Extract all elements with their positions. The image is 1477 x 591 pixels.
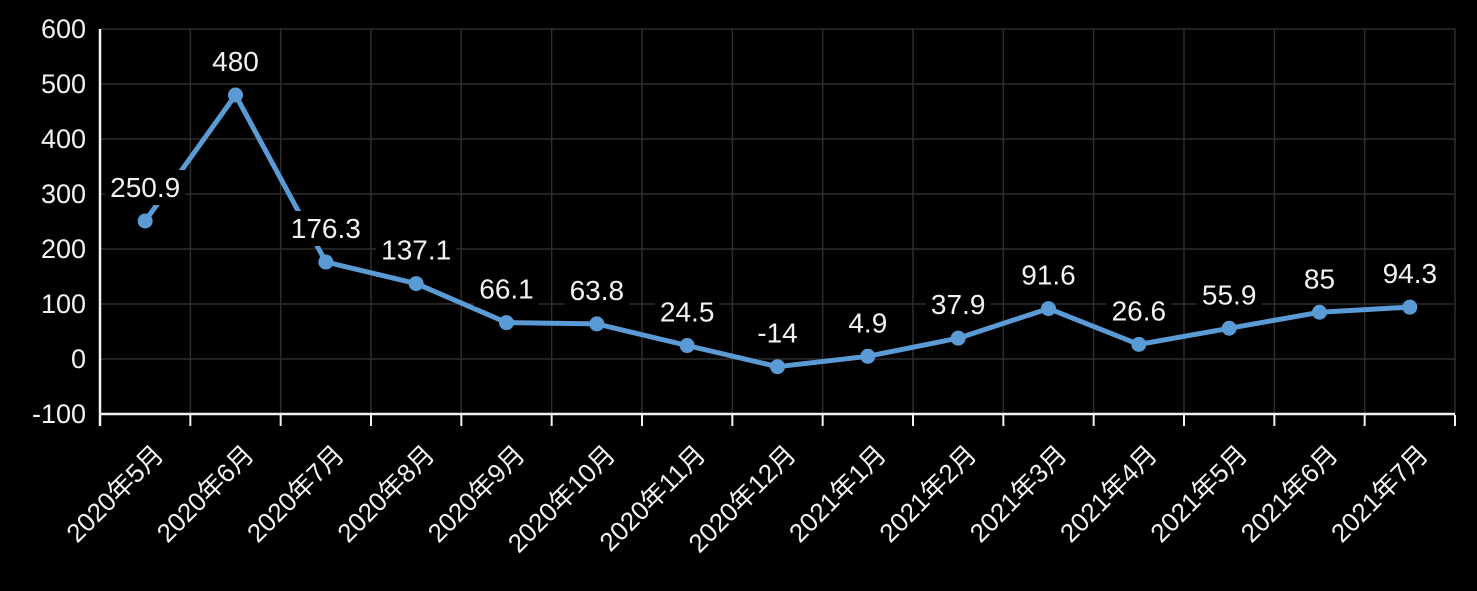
y-axis-tick-label: 0 — [71, 344, 86, 374]
data-label: 24.5 — [660, 297, 715, 328]
data-label: 66.1 — [479, 274, 534, 305]
data-label-bg — [925, 287, 991, 323]
y-axis-tick-label: 400 — [41, 124, 86, 154]
data-label-bg — [564, 272, 630, 308]
data-label: 37.9 — [931, 289, 986, 320]
data-label-bg — [1196, 277, 1262, 313]
data-label-bg — [285, 211, 366, 247]
data-label-bg — [376, 232, 457, 268]
y-axis-tick-label: 100 — [41, 289, 86, 319]
data-label: 26.6 — [1112, 295, 1167, 326]
data-point-marker — [318, 254, 334, 270]
data-label-bg — [1016, 257, 1081, 293]
data-label-bg — [105, 170, 186, 206]
data-point-marker — [770, 359, 785, 375]
data-label: 85 — [1304, 263, 1335, 294]
data-label-bg — [1298, 261, 1341, 297]
y-axis-tick-label: 300 — [41, 179, 86, 209]
data-point-marker — [1402, 299, 1418, 315]
data-label: 63.8 — [570, 275, 625, 306]
data-point-marker — [1041, 301, 1056, 317]
data-label: -14 — [757, 318, 797, 349]
data-point-marker — [860, 348, 876, 364]
y-axis-tick-label: 600 — [41, 14, 86, 44]
data-label: 94.3 — [1383, 258, 1438, 289]
data-label: 480 — [212, 46, 259, 77]
data-point-marker — [137, 213, 153, 229]
y-axis-tick-label: -100 — [32, 399, 86, 429]
data-point-marker — [589, 316, 605, 332]
data-label-bg — [207, 44, 264, 79]
data-point-marker — [1221, 320, 1237, 336]
data-label: 91.6 — [1021, 260, 1076, 291]
data-point-marker — [408, 276, 424, 292]
data-label-bg — [1377, 256, 1443, 292]
data-label-bg — [843, 305, 893, 341]
data-label-bg — [474, 271, 539, 307]
data-point-marker — [1131, 336, 1147, 352]
data-label: 137.1 — [381, 235, 451, 266]
data-label: 250.9 — [110, 172, 180, 203]
y-axis-tick-label: 200 — [41, 234, 86, 264]
data-point-marker — [679, 338, 695, 354]
data-point-marker — [228, 87, 243, 103]
data-label-bg — [752, 315, 803, 351]
data-label: 55.9 — [1202, 279, 1257, 310]
data-point-marker — [499, 315, 514, 331]
data-point-marker — [950, 330, 966, 346]
data-label-bg — [1106, 293, 1172, 329]
data-label: 176.3 — [291, 213, 361, 244]
y-axis-tick-label: 500 — [41, 69, 86, 99]
data-label: 4.9 — [848, 307, 887, 338]
data-label-bg — [654, 294, 720, 330]
data-point-marker — [1312, 304, 1327, 320]
